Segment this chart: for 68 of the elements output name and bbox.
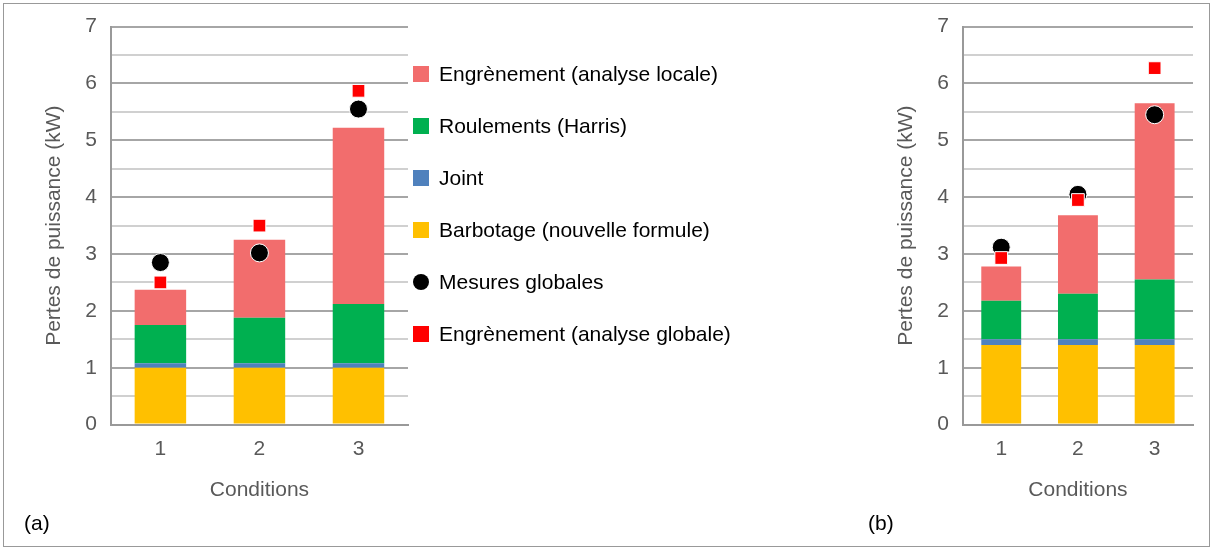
y-axis-title: Pertes de puissance (kW)	[41, 105, 65, 346]
y-tick-label: 1	[937, 354, 949, 378]
x-axis-title: Conditions	[209, 477, 310, 501]
bar	[233, 317, 286, 364]
legend-label: Engrènement (analyse globale)	[439, 322, 731, 346]
y-tick-label: 7	[937, 13, 949, 37]
y-tick-label: 7	[85, 13, 97, 37]
bar	[1058, 345, 1098, 424]
point	[150, 253, 170, 273]
x-axis-title: Conditions	[1028, 477, 1128, 501]
bar	[332, 367, 385, 424]
x-tick-label: 3	[352, 436, 365, 459]
bar	[332, 127, 385, 305]
bar	[134, 325, 187, 364]
point	[351, 83, 366, 98]
bar	[981, 339, 1022, 345]
bar	[1058, 293, 1098, 340]
y-tick-label: 4	[937, 183, 950, 207]
bar	[1058, 215, 1098, 294]
y-tick-label: 3	[937, 240, 949, 264]
bar	[332, 363, 385, 368]
bar	[981, 266, 1022, 301]
legend-label: Mesures globales	[439, 270, 604, 294]
y-tick-label: 2	[937, 297, 949, 321]
bar	[1058, 339, 1098, 345]
y-tick-label: 6	[85, 70, 97, 94]
x-tick-label: 2	[253, 436, 266, 459]
bar	[134, 363, 187, 368]
bar	[1134, 279, 1175, 340]
point	[1147, 61, 1162, 75]
x-tick-label: 3	[1148, 436, 1161, 459]
legend-label: Joint	[439, 166, 484, 190]
y-tick-label: 6	[937, 70, 949, 94]
x-tick-label: 1	[154, 436, 167, 459]
point	[153, 275, 168, 290]
x-tick-label: 1	[995, 436, 1008, 459]
bar	[233, 363, 286, 368]
y-tick-label: 1	[85, 354, 97, 378]
point	[994, 251, 1009, 265]
y-tick-label: 2	[85, 297, 97, 321]
y-tick-label: 0	[937, 411, 949, 435]
legend-label: Barbotage (nouvelle formule)	[439, 218, 710, 242]
point	[249, 243, 269, 263]
point	[348, 99, 368, 119]
point	[1145, 105, 1165, 125]
y-axis-title: Pertes de puissance (kW)	[893, 105, 917, 346]
bar	[981, 345, 1022, 424]
y-tick-label: 0	[85, 411, 97, 435]
bar	[134, 367, 187, 424]
legend-label: Engrènement (analyse locale)	[439, 62, 718, 86]
y-tick-label: 5	[937, 127, 949, 151]
bar	[134, 289, 187, 326]
bar	[981, 300, 1022, 340]
legend-label: Roulements (Harris)	[439, 114, 627, 138]
y-tick-label: 4	[85, 183, 98, 207]
bar	[1134, 103, 1175, 280]
text: (b)	[868, 511, 894, 535]
y-tick-label: 5	[85, 127, 97, 151]
y-tick-label: 3	[85, 240, 97, 264]
bar	[233, 239, 286, 318]
point	[1071, 193, 1085, 207]
bar	[233, 367, 286, 424]
bar	[1134, 339, 1175, 345]
text: (a)	[24, 511, 50, 535]
bar	[1134, 345, 1175, 424]
bar	[332, 304, 385, 364]
x-tick-label: 2	[1072, 436, 1084, 459]
point	[252, 218, 267, 233]
